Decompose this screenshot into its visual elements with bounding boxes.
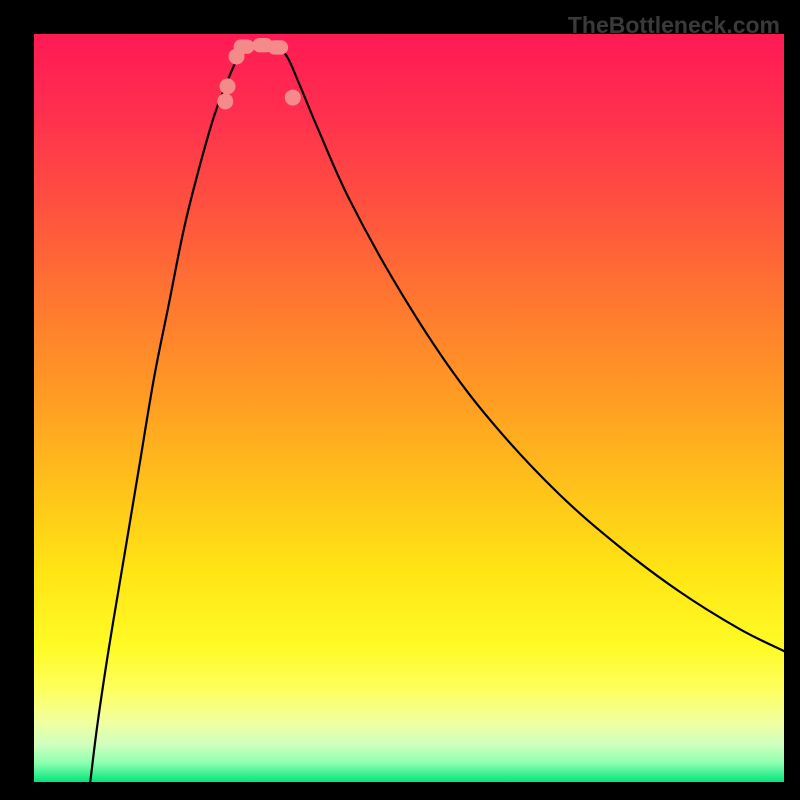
marker-pill [267, 40, 288, 54]
plot-area [34, 34, 784, 782]
chart-root: TheBottleneck.com [0, 0, 800, 800]
marker-dot [285, 90, 301, 106]
marker-dot [220, 78, 236, 94]
gradient-background [34, 34, 784, 782]
marker-dot [217, 93, 233, 109]
plot-svg [34, 34, 784, 782]
marker-pill [234, 40, 255, 54]
